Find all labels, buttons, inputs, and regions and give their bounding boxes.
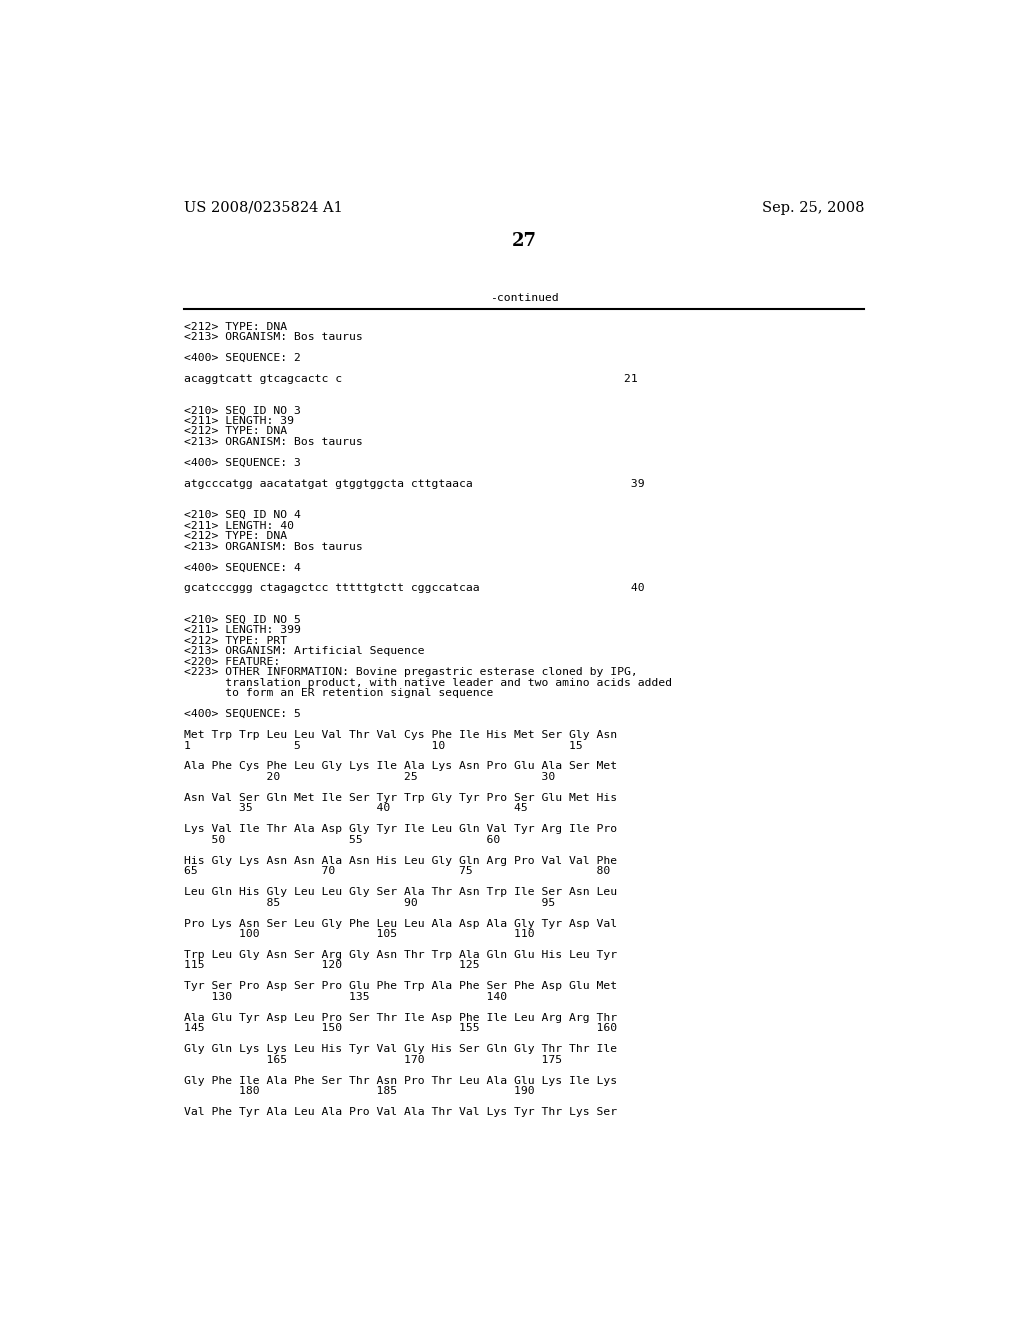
Text: <210> SEQ ID NO 4: <210> SEQ ID NO 4 — [183, 510, 301, 520]
Text: <212> TYPE: PRT: <212> TYPE: PRT — [183, 636, 287, 645]
Text: to form an ER retention signal sequence: to form an ER retention signal sequence — [183, 688, 494, 698]
Text: <220> FEATURE:: <220> FEATURE: — [183, 657, 280, 667]
Text: His Gly Lys Asn Asn Ala Asn His Leu Gly Gln Arg Pro Val Val Phe: His Gly Lys Asn Asn Ala Asn His Leu Gly … — [183, 855, 616, 866]
Text: 85                  90                  95: 85 90 95 — [183, 898, 555, 908]
Text: 50                  55                  60: 50 55 60 — [183, 834, 500, 845]
Text: <213> ORGANISM: Bos taurus: <213> ORGANISM: Bos taurus — [183, 437, 362, 447]
Text: Tyr Ser Pro Asp Ser Pro Glu Phe Trp Ala Phe Ser Phe Asp Glu Met: Tyr Ser Pro Asp Ser Pro Glu Phe Trp Ala … — [183, 981, 616, 991]
Text: <211> LENGTH: 39: <211> LENGTH: 39 — [183, 416, 294, 426]
Text: <400> SEQUENCE: 3: <400> SEQUENCE: 3 — [183, 458, 301, 467]
Text: 100                 105                 110: 100 105 110 — [183, 929, 535, 939]
Text: acaggtcatt gtcagcactc c                                         21: acaggtcatt gtcagcactc c 21 — [183, 374, 638, 384]
Text: <400> SEQUENCE: 5: <400> SEQUENCE: 5 — [183, 709, 301, 719]
Text: Pro Lys Asn Ser Leu Gly Phe Leu Leu Ala Asp Ala Gly Tyr Asp Val: Pro Lys Asn Ser Leu Gly Phe Leu Leu Ala … — [183, 919, 616, 928]
Text: atgcccatgg aacatatgat gtggtggcta cttgtaaca                       39: atgcccatgg aacatatgat gtggtggcta cttgtaa… — [183, 479, 644, 488]
Text: <211> LENGTH: 40: <211> LENGTH: 40 — [183, 520, 294, 531]
Text: <210> SEQ ID NO 5: <210> SEQ ID NO 5 — [183, 615, 301, 624]
Text: Trp Leu Gly Asn Ser Arg Gly Asn Thr Trp Ala Gln Glu His Leu Tyr: Trp Leu Gly Asn Ser Arg Gly Asn Thr Trp … — [183, 950, 616, 960]
Text: 35                  40                  45: 35 40 45 — [183, 804, 527, 813]
Text: <213> ORGANISM: Bos taurus: <213> ORGANISM: Bos taurus — [183, 541, 362, 552]
Text: <213> ORGANISM: Artificial Sequence: <213> ORGANISM: Artificial Sequence — [183, 647, 424, 656]
Text: 115                 120                 125: 115 120 125 — [183, 961, 479, 970]
Text: <212> TYPE: DNA: <212> TYPE: DNA — [183, 426, 287, 437]
Text: <210> SEQ ID NO 3: <210> SEQ ID NO 3 — [183, 405, 301, 416]
Text: <400> SEQUENCE: 2: <400> SEQUENCE: 2 — [183, 352, 301, 363]
Text: 27: 27 — [512, 231, 538, 249]
Text: <212> TYPE: DNA: <212> TYPE: DNA — [183, 322, 287, 331]
Text: Leu Gln His Gly Leu Leu Gly Ser Ala Thr Asn Trp Ile Ser Asn Leu: Leu Gln His Gly Leu Leu Gly Ser Ala Thr … — [183, 887, 616, 898]
Text: Lys Val Ile Thr Ala Asp Gly Tyr Ile Leu Gln Val Tyr Arg Ile Pro: Lys Val Ile Thr Ala Asp Gly Tyr Ile Leu … — [183, 824, 616, 834]
Text: 165                 170                 175: 165 170 175 — [183, 1055, 562, 1065]
Text: <400> SEQUENCE: 4: <400> SEQUENCE: 4 — [183, 562, 301, 573]
Text: 145                 150                 155                 160: 145 150 155 160 — [183, 1023, 616, 1034]
Text: 20                  25                  30: 20 25 30 — [183, 772, 555, 781]
Text: US 2008/0235824 A1: US 2008/0235824 A1 — [183, 201, 343, 215]
Text: Gly Phe Ile Ala Phe Ser Thr Asn Pro Thr Leu Ala Glu Lys Ile Lys: Gly Phe Ile Ala Phe Ser Thr Asn Pro Thr … — [183, 1076, 616, 1085]
Text: Ala Phe Cys Phe Leu Gly Lys Ile Ala Lys Asn Pro Glu Ala Ser Met: Ala Phe Cys Phe Leu Gly Lys Ile Ala Lys … — [183, 762, 616, 771]
Text: gcatcccggg ctagagctcc tttttgtctt cggccatcaa                      40: gcatcccggg ctagagctcc tttttgtctt cggccat… — [183, 583, 644, 594]
Text: <211> LENGTH: 399: <211> LENGTH: 399 — [183, 626, 301, 635]
Text: Met Trp Trp Leu Leu Val Thr Val Cys Phe Ile His Met Ser Gly Asn: Met Trp Trp Leu Leu Val Thr Val Cys Phe … — [183, 730, 616, 741]
Text: 1               5                   10                  15: 1 5 10 15 — [183, 741, 583, 751]
Text: <212> TYPE: DNA: <212> TYPE: DNA — [183, 531, 287, 541]
Text: translation product, with native leader and two amino acids added: translation product, with native leader … — [183, 677, 672, 688]
Text: Val Phe Tyr Ala Leu Ala Pro Val Ala Thr Val Lys Tyr Thr Lys Ser: Val Phe Tyr Ala Leu Ala Pro Val Ala Thr … — [183, 1107, 616, 1117]
Text: Asn Val Ser Gln Met Ile Ser Tyr Trp Gly Tyr Pro Ser Glu Met His: Asn Val Ser Gln Met Ile Ser Tyr Trp Gly … — [183, 793, 616, 803]
Text: Ala Glu Tyr Asp Leu Pro Ser Thr Ile Asp Phe Ile Leu Arg Arg Thr: Ala Glu Tyr Asp Leu Pro Ser Thr Ile Asp … — [183, 1012, 616, 1023]
Text: Gly Gln Lys Lys Leu His Tyr Val Gly His Ser Gln Gly Thr Thr Ile: Gly Gln Lys Lys Leu His Tyr Val Gly His … — [183, 1044, 616, 1055]
Text: 130                 135                 140: 130 135 140 — [183, 991, 507, 1002]
Text: 65                  70                  75                  80: 65 70 75 80 — [183, 866, 610, 876]
Text: <223> OTHER INFORMATION: Bovine pregastric esterase cloned by IPG,: <223> OTHER INFORMATION: Bovine pregastr… — [183, 667, 638, 677]
Text: -continued: -continued — [490, 293, 559, 304]
Text: 180                 185                 190: 180 185 190 — [183, 1086, 535, 1096]
Text: <213> ORGANISM: Bos taurus: <213> ORGANISM: Bos taurus — [183, 333, 362, 342]
Text: Sep. 25, 2008: Sep. 25, 2008 — [762, 201, 864, 215]
